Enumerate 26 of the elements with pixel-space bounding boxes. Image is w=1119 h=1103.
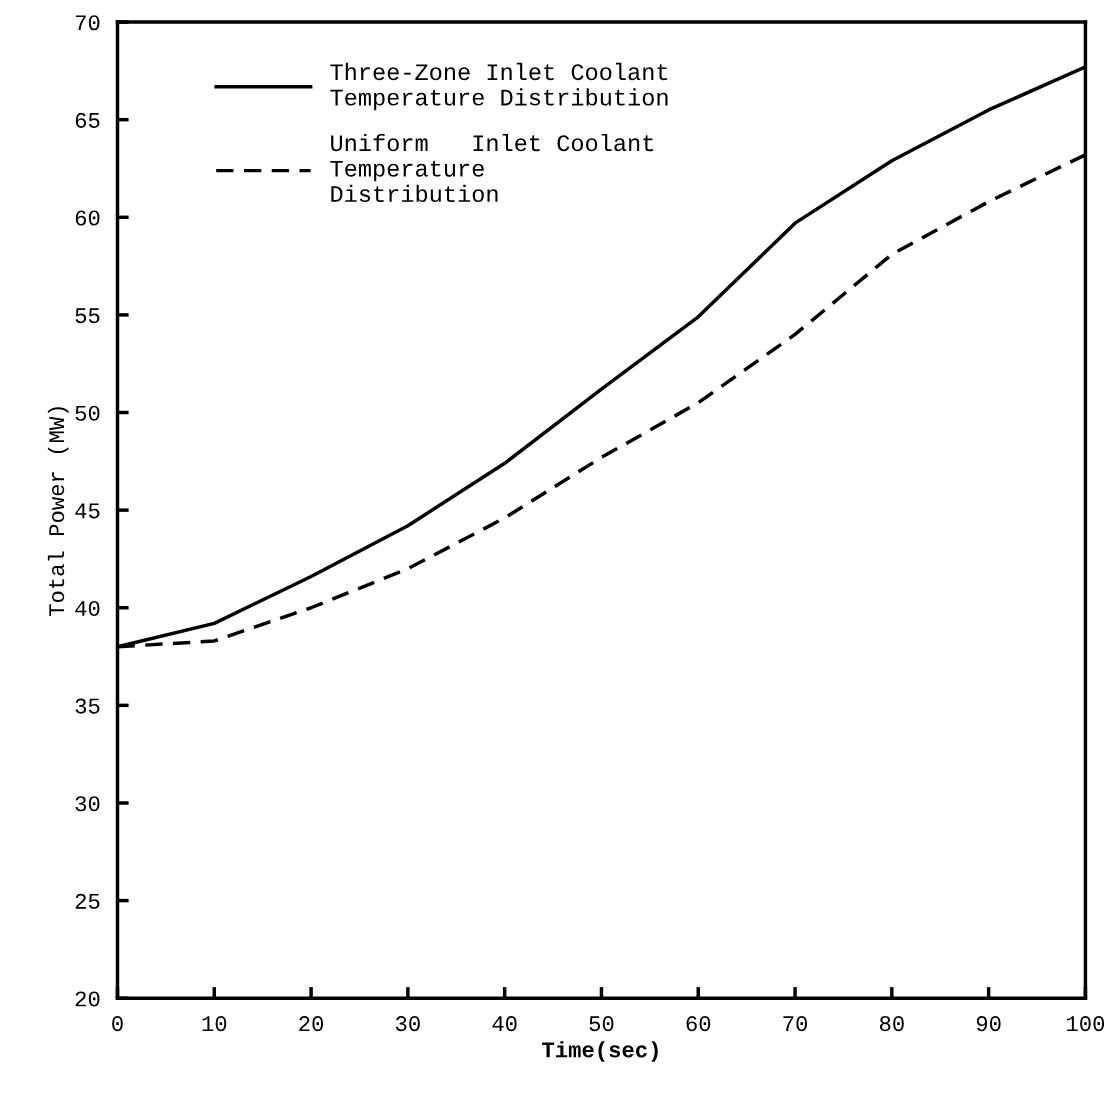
x-tick-label: 50 [589,1016,614,1032]
legend-label: Three-Zone Inlet Coolant Temperature Distribution [330,62,668,111]
y-tick-label: 45 [75,503,100,519]
x-tick-label: 30 [395,1016,420,1032]
y-tick-label: 65 [75,112,100,128]
x-tick-label: 40 [492,1016,517,1032]
x-axis-title: Time(sec) [542,1041,658,1062]
y-tick-label: 30 [75,796,100,812]
x-tick-label: 90 [976,1016,1001,1032]
x-tick-label: 70 [783,1016,808,1032]
legend-label: Uniform Inlet Coolant Temperature Distribution [330,133,653,203]
x-tick-label: 10 [202,1016,227,1032]
y-tick-label: 50 [75,405,100,421]
x-tick-label: 0 [112,1016,123,1032]
y-tick-label: 20 [75,991,100,1007]
y-tick-label: 40 [75,600,100,617]
y-axis-title: Total Power (MW) [47,407,69,617]
y-tick-label: 25 [75,893,100,909]
x-tick-label: 80 [879,1016,904,1032]
y-tick-label: 55 [75,308,100,324]
y-tick-label: 35 [75,698,100,714]
x-tick-label: 100 [1067,1016,1105,1032]
x-tick-label: 20 [299,1016,324,1032]
y-tick-label: 60 [75,210,100,226]
y-tick-label: 70 [75,15,100,31]
x-tick-label: 60 [686,1016,711,1032]
